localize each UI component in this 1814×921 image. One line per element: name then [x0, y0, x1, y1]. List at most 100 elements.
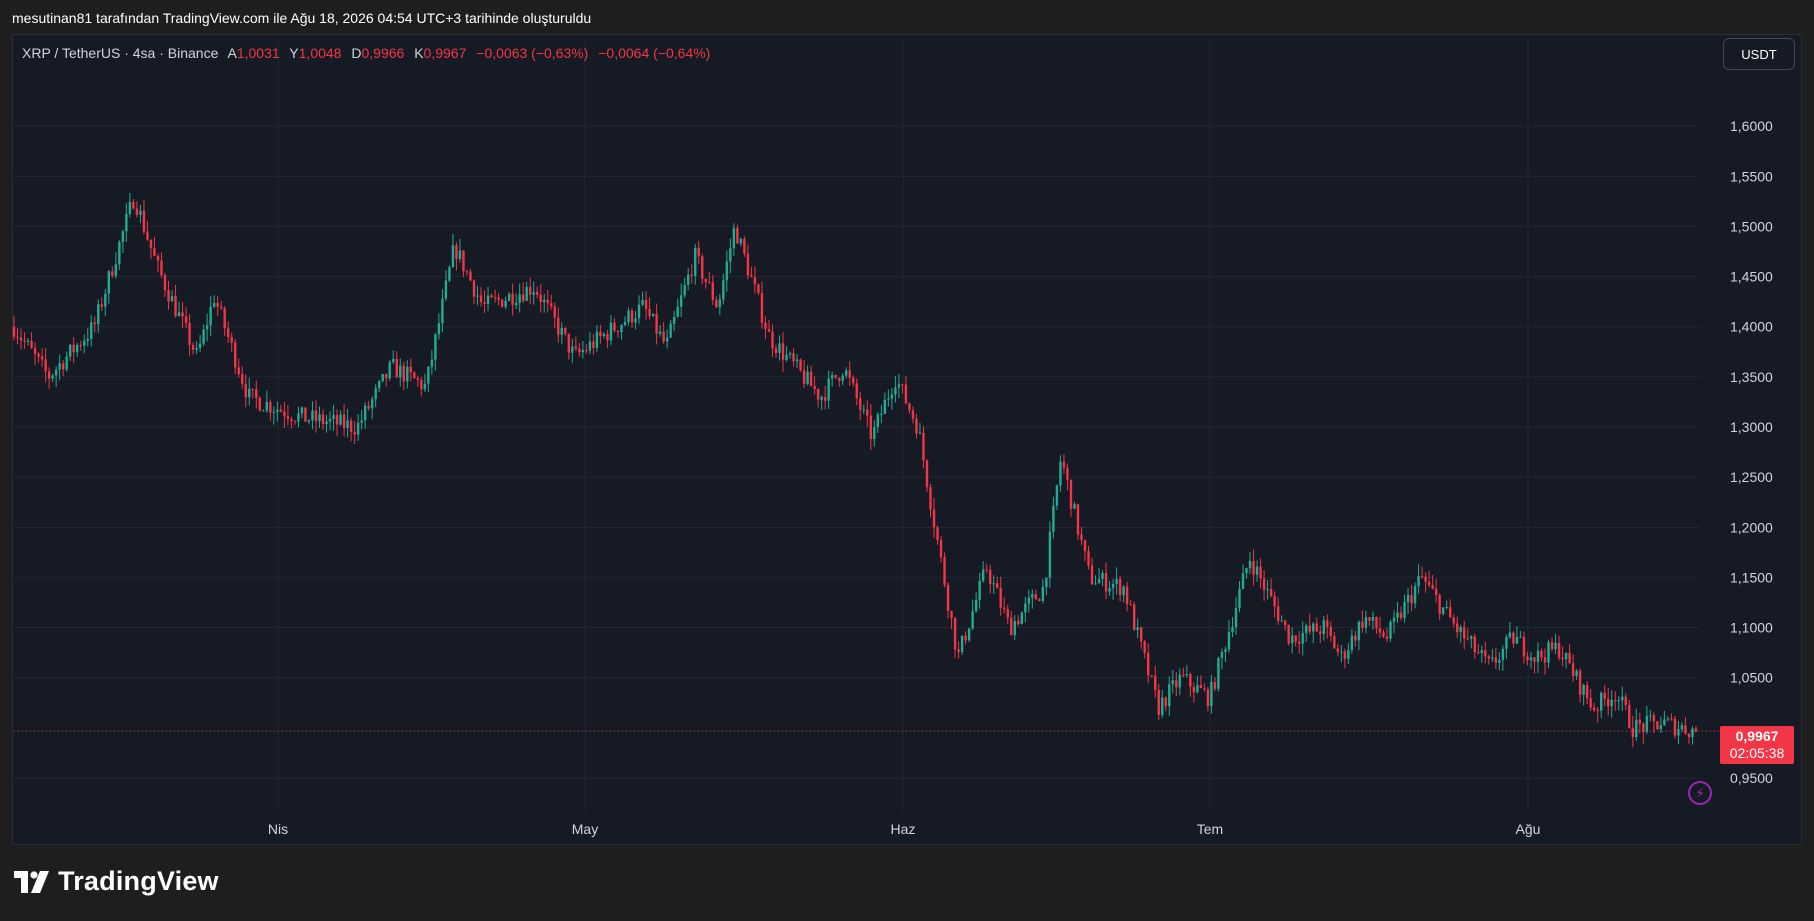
candle-body: [1543, 657, 1547, 663]
candle-body: [153, 248, 156, 256]
candle-body: [139, 210, 142, 215]
candle-body: [1526, 656, 1529, 661]
candle-body: [65, 356, 68, 370]
high-label: Y: [289, 45, 299, 61]
candle-body: [248, 388, 251, 398]
tradingview-logo[interactable]: TradingView: [14, 866, 219, 897]
y-tick-label: 1,4000: [1730, 319, 1773, 335]
candle-body: [465, 271, 469, 273]
lightning-icon[interactable]: ⚡: [1688, 781, 1712, 805]
candle-body: [1045, 577, 1048, 587]
y-tick-label: 1,6000: [1730, 118, 1773, 134]
candle-body: [1248, 560, 1252, 569]
candle-body: [809, 371, 813, 387]
candle-body: [1101, 572, 1104, 579]
candle-body: [852, 377, 855, 384]
candle-body: [1080, 534, 1083, 540]
candle-body: [683, 284, 686, 296]
candle-body: [1168, 684, 1171, 707]
candle-body: [1642, 723, 1645, 732]
candle-body: [806, 371, 809, 384]
candle-body: [318, 414, 321, 422]
candle-body: [778, 343, 781, 353]
candle-body: [939, 539, 943, 558]
candle-body: [1389, 621, 1392, 639]
candle-body: [360, 420, 363, 423]
candle-body: [1010, 617, 1013, 636]
candle-body: [785, 354, 788, 360]
candle-body: [241, 374, 244, 384]
candle-body: [202, 329, 205, 344]
candle-body: [595, 331, 599, 349]
candle-body: [620, 325, 623, 333]
candle-body: [1649, 715, 1652, 717]
candle-body: [430, 359, 434, 367]
candle-body: [367, 405, 370, 409]
candle-body: [1150, 675, 1153, 677]
candle-body: [862, 409, 865, 411]
candle-body: [128, 202, 132, 214]
candle-body: [1582, 684, 1585, 695]
candle-body: [1635, 719, 1638, 738]
candle-body: [72, 344, 75, 353]
candle-body: [1034, 594, 1038, 600]
currency-button[interactable]: USDT: [1723, 38, 1795, 70]
chart-panel[interactable]: [12, 34, 1802, 845]
candle-body: [1357, 621, 1361, 641]
candle-body: [767, 329, 771, 332]
symbol-label[interactable]: XRP / TetherUS · 4sa · Binance: [22, 45, 219, 61]
candle-body: [1424, 576, 1427, 582]
candle-body: [557, 317, 560, 335]
candle-body: [1069, 479, 1073, 509]
candle-body: [1431, 584, 1434, 589]
candle-body: [546, 299, 549, 304]
candle-body: [448, 267, 451, 281]
candle-body: [370, 399, 374, 409]
candle-body: [1382, 632, 1385, 637]
candle-body: [184, 316, 188, 323]
candle-body: [1052, 505, 1055, 532]
candle-body: [999, 588, 1002, 608]
candle-body: [887, 398, 890, 400]
candle-body: [866, 409, 869, 416]
candle-body: [729, 248, 732, 262]
candle-body: [855, 383, 858, 399]
candle-body: [1550, 642, 1554, 649]
candle-body: [125, 213, 128, 232]
candle-body: [1670, 718, 1673, 720]
candle-body: [12, 326, 16, 337]
candle-body: [1578, 670, 1582, 695]
candle-body: [1666, 718, 1670, 720]
candle-body: [1536, 650, 1540, 662]
candle-body: [792, 353, 795, 362]
candle-body: [655, 313, 658, 334]
candle-body: [567, 333, 571, 353]
candle-body: [286, 416, 290, 420]
candle-body: [311, 410, 314, 421]
candle-body: [665, 337, 669, 342]
candle-body: [476, 295, 479, 297]
candle-body: [1013, 621, 1016, 636]
candle-body: [328, 418, 332, 422]
candle-body: [1154, 675, 1157, 691]
candle-body: [1599, 692, 1603, 711]
candle-body: [1076, 504, 1080, 535]
y-tick-label: 1,0500: [1730, 670, 1773, 686]
candle-body: [1596, 710, 1599, 712]
candle-body: [736, 228, 739, 244]
candle-body: [377, 380, 381, 389]
candle-body: [1048, 531, 1052, 578]
candle-body: [848, 370, 851, 378]
y-tick-label: 1,3500: [1730, 369, 1773, 385]
candle-body: [188, 322, 191, 345]
candle-body: [1368, 617, 1371, 621]
candle-body: [458, 250, 462, 260]
candle-body: [936, 527, 939, 540]
candle-body: [1129, 603, 1132, 605]
candle-body: [1111, 583, 1115, 589]
candle-body: [272, 411, 276, 413]
candle-body: [1343, 651, 1347, 659]
brand-name: TradingView: [58, 866, 219, 896]
candle-body: [1684, 725, 1687, 734]
